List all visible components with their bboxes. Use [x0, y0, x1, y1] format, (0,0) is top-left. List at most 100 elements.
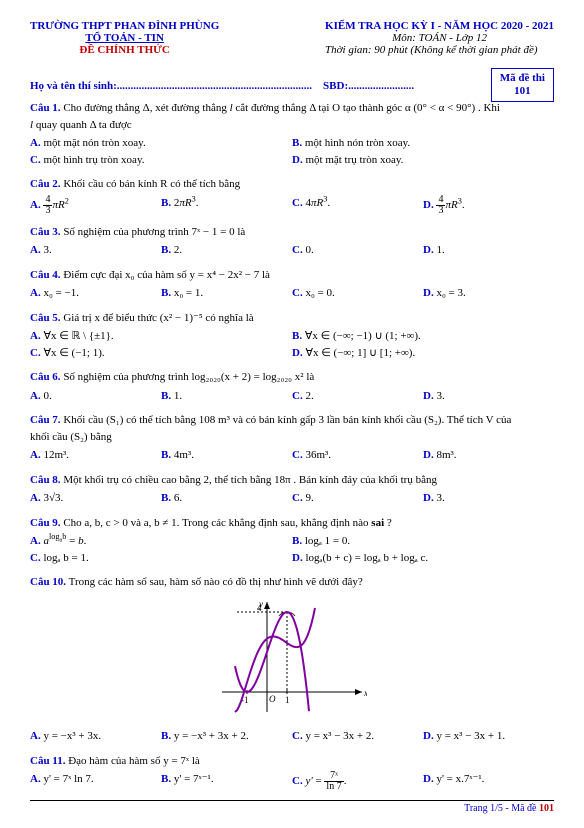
school-name: TRƯỜNG THPT PHAN ĐÌNH PHÙNG: [30, 20, 219, 32]
q1-cond: (0° < α < 90°): [413, 102, 475, 114]
q7C: 36m³.: [305, 449, 331, 461]
q8D: 3.: [436, 492, 444, 504]
q1B: một hình nón tròn xoay.: [305, 137, 410, 149]
q7A: 12m³.: [43, 449, 69, 461]
q9-sai: sai: [371, 517, 384, 529]
q9-text1: Cho a, b, c > 0 và a, b ≠ 1. Trong các k…: [63, 517, 371, 529]
q6B: 1.: [174, 390, 182, 402]
q3D: 1.: [436, 244, 444, 256]
q6D: 3.: [436, 390, 444, 402]
svg-text:O: O: [269, 694, 276, 704]
sbd-label: SBD:........................: [323, 80, 414, 92]
exam-code-box: Mã đề thi 101: [491, 68, 554, 102]
q11-text: Đạo hàm của hàm số y = 7ˣ là: [68, 755, 200, 767]
q4D: x₀ = 3.: [436, 287, 465, 299]
name-row: Họ và tên thí sinh:.....................…: [30, 80, 554, 92]
q10-graph: x y -1 1 O 4: [30, 597, 554, 723]
q2-label: Câu 2.: [30, 178, 61, 190]
q5C: ∀x ∈ (−1; 1).: [43, 347, 104, 359]
exam-header: TRƯỜNG THPT PHAN ĐÌNH PHÙNG TỔ TOÁN - TI…: [30, 20, 554, 56]
q7D: 8m³.: [436, 449, 456, 461]
q1D: một mặt trụ tròn xoay.: [305, 154, 403, 166]
q6A: 0.: [43, 390, 51, 402]
q4A: x₀ = −1.: [43, 287, 79, 299]
q10A: y = −x³ + 3x.: [43, 730, 101, 742]
q4C: x₀ = 0.: [305, 287, 334, 299]
q9-label: Câu 9.: [30, 517, 61, 529]
q8A: 3√3.: [43, 492, 63, 504]
q5-text: Giá trị x để biểu thức (x² − 1)⁻⁵ có ngh…: [63, 312, 253, 324]
question-2: Câu 2. Khối cầu có bán kính R có thể tíc…: [30, 176, 554, 216]
svg-text:1: 1: [285, 695, 290, 705]
graph-svg: x y -1 1 O 4: [217, 597, 367, 717]
q11A: y' = 7ˣ ln 7.: [43, 773, 93, 785]
q3A: 3.: [43, 244, 51, 256]
question-1: Câu 1. Cho đường thẳng Δ, xét đường thẳn…: [30, 100, 554, 168]
footer-text: Trang 1/5 - Mã đề: [464, 803, 539, 814]
q8-text: Một khối trụ có chiều cao bằng 2, thể tí…: [63, 474, 437, 486]
q11D: y' = x.7ˣ⁻¹.: [436, 773, 484, 785]
q5D: ∀x ∈ (−∞; 1] ∪ [1; +∞).: [305, 347, 415, 359]
question-9: Câu 9. Cho a, b, c > 0 và a, b ≠ 1. Tron…: [30, 515, 554, 567]
q1-l2: l: [30, 119, 33, 131]
q1A-key: A.: [30, 137, 43, 149]
code-label: Mã đề thi: [500, 72, 545, 85]
q8C: 9.: [305, 492, 313, 504]
q1-text2: cắt đường thẳng Δ tại O tạo thành góc α: [235, 102, 410, 114]
q1-text4: quay quanh Δ ta được: [36, 119, 132, 131]
q7-text2: khối cầu (S₂) bằng: [30, 429, 554, 446]
code-number: 101: [500, 85, 545, 98]
q7B: 4m³.: [174, 449, 194, 461]
q1-l: l: [230, 102, 233, 114]
exam-info: KIỂM TRA HỌC KỲ I - NĂM HỌC 2020 - 2021 …: [325, 20, 554, 56]
q10-text: Trong các hàm số sau, hàm số nào có đồ t…: [69, 576, 363, 588]
q1-text1: Cho đường thẳng Δ, xét đường thẳng: [63, 102, 229, 114]
footer-code: 101: [539, 803, 554, 814]
q10D: y = x³ − 3x + 1.: [436, 730, 505, 742]
name-label: Họ và tên thí sinh:.....................…: [30, 80, 312, 92]
page-footer: Trang 1/5 - Mã đề 101: [30, 800, 554, 814]
school-block: TRƯỜNG THPT PHAN ĐÌNH PHÙNG TỔ TOÁN - TI…: [30, 20, 219, 56]
question-6: Câu 6. Số nghiệm của phương trình log₂₀₂…: [30, 369, 554, 404]
q4-text: Điểm cực đại x₀ của hàm số y = x⁴ − 2x² …: [63, 269, 270, 281]
q10B: y = −x³ + 3x + 2.: [174, 730, 249, 742]
question-11: Câu 11. Đạo hàm của hàm số y = 7ˣ là A. …: [30, 753, 554, 793]
question-7: Câu 7. Khối cầu (S₁) có thể tích bằng 10…: [30, 412, 554, 464]
svg-text:x: x: [363, 688, 367, 698]
exam-title: KIỂM TRA HỌC KỲ I - NĂM HỌC 2020 - 2021: [325, 20, 554, 32]
q6-label: Câu 6.: [30, 371, 61, 383]
svg-text:4: 4: [257, 603, 262, 613]
q5-label: Câu 5.: [30, 312, 61, 324]
subject: Môn: TOÁN - Lớp 12: [325, 32, 554, 44]
q11-label: Câu 11.: [30, 755, 65, 767]
q4-label: Câu 4.: [30, 269, 61, 281]
question-10: Câu 10. Trong các hàm số sau, hàm số nào…: [30, 574, 554, 745]
question-8: Câu 8. Một khối trụ có chiều cao bằng 2,…: [30, 472, 554, 507]
q9-text2: ?: [387, 517, 392, 529]
q8-label: Câu 8.: [30, 474, 61, 486]
question-3: Câu 3. Số nghiệm của phương trình 7ˣ − 1…: [30, 224, 554, 259]
q2-text: Khối cầu có bán kính R có thể tích bằng: [63, 178, 240, 190]
q1-label: Câu 1.: [30, 102, 61, 114]
q1A: một mặt nón tròn xoay.: [43, 137, 145, 149]
department: TỔ TOÁN - TIN: [30, 32, 219, 44]
q9C: logₐ b = 1.: [43, 552, 88, 564]
q7-text1: Khối cầu (S₁) có thể tích bằng 108 m³ và…: [63, 414, 511, 426]
q3C: 0.: [305, 244, 313, 256]
q1C: một hình trụ tròn xoay.: [43, 154, 144, 166]
q1-text3: . Khi: [478, 102, 500, 114]
q6-text: Số nghiệm của phương trình log₂₀₂₀(x + 2…: [63, 371, 314, 383]
q5B: ∀x ∈ (−∞; −1) ∪ (1; +∞).: [305, 330, 421, 342]
q1D-key: D.: [292, 154, 305, 166]
q4B: x₀ = 1.: [174, 287, 203, 299]
duration: Thời gian: 90 phút (Không kể thời gian p…: [325, 44, 554, 56]
question-5: Câu 5. Giá trị x để biểu thức (x² − 1)⁻⁵…: [30, 310, 554, 362]
q10-label: Câu 10.: [30, 576, 66, 588]
q7-label: Câu 7.: [30, 414, 61, 426]
q3-text: Số nghiệm của phương trình 7ˣ − 1 = 0 là: [63, 226, 245, 238]
q1B-key: B.: [292, 137, 305, 149]
q5A: ∀x ∈ ℝ \ {±1}.: [43, 330, 113, 342]
q9B: logₐ 1 = 0.: [305, 535, 350, 547]
q9D: logₐ(b + c) = logₐ b + logₐ c.: [305, 552, 428, 564]
q3B: 2.: [174, 244, 182, 256]
